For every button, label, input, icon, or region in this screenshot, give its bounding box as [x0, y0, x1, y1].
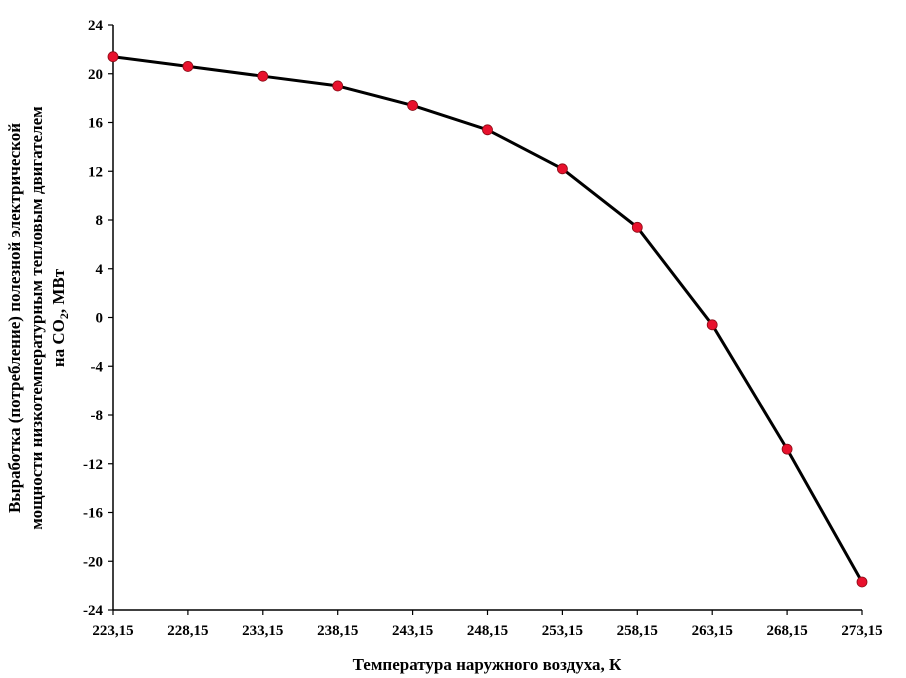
y-tick-label: 24 — [88, 18, 104, 34]
x-tick-label: 253,15 — [542, 623, 583, 639]
y-tick-label: 12 — [88, 164, 103, 180]
x-tick-label: 233,15 — [242, 623, 283, 639]
data-point — [257, 70, 269, 82]
x-tick-label: 223,15 — [92, 623, 133, 639]
y-axis-title: Выработка (потребление) полезной электри… — [5, 106, 71, 530]
x-tick-label: 248,15 — [467, 623, 508, 639]
y-tick-label: -16 — [83, 506, 103, 522]
y-tick-label: -12 — [83, 457, 103, 473]
x-tick-label: 258,15 — [617, 623, 658, 639]
x-tick-label: 263,15 — [692, 623, 733, 639]
data-point — [856, 576, 868, 588]
y-tick-label: 8 — [96, 213, 104, 229]
y-tick-label: 4 — [96, 262, 104, 278]
y-axis-title-line-2: мощности низкотемпературным тепловым дви… — [27, 106, 46, 530]
series-line — [112, 55, 864, 583]
data-point — [781, 443, 793, 455]
series-group — [107, 51, 868, 588]
y-axis-title-subscript: 2 — [57, 313, 71, 319]
y-tick-label: -4 — [91, 359, 104, 375]
y-axis-title-line-3: на CO2, МВт — [49, 268, 71, 367]
axes — [108, 24, 863, 615]
x-tick-label: 268,15 — [766, 623, 807, 639]
y-tick-label: 0 — [96, 311, 104, 327]
y-axis-title-line-1: Выработка (потребление) полезной электри… — [5, 123, 24, 513]
data-point — [482, 124, 493, 136]
data-point — [332, 80, 344, 92]
x-tick-label: 273,15 — [841, 623, 882, 639]
data-point — [182, 61, 194, 72]
x-tick-labels: 223,15 228,15 233,15 238,15 243,15 248,15 253,… — [92, 623, 882, 639]
data-point — [407, 100, 419, 111]
x-tick-label: 228,15 — [167, 623, 208, 639]
y-tick-label: 16 — [88, 116, 104, 132]
y-tick-label: 20 — [88, 67, 103, 83]
data-point — [631, 221, 643, 233]
y-tick-label: -20 — [83, 554, 103, 570]
y-tick-labels: -24 -20 -16 -12 -8 -4 0 4 8 12 16 20 24 — [83, 18, 104, 619]
data-point — [557, 163, 568, 175]
x-tick-label: 238,15 — [317, 623, 358, 639]
data-point — [107, 51, 119, 63]
x-tick-label: 243,15 — [392, 623, 433, 639]
y-axis-title-part-a: на CO — [49, 319, 68, 367]
x-axis-title: Температура наружного воздуха, К — [353, 655, 622, 674]
y-tick-label: -24 — [83, 603, 103, 619]
data-point — [706, 319, 718, 331]
y-tick-label: -8 — [91, 408, 104, 424]
y-axis-title-part-b: , МВт — [49, 268, 68, 313]
